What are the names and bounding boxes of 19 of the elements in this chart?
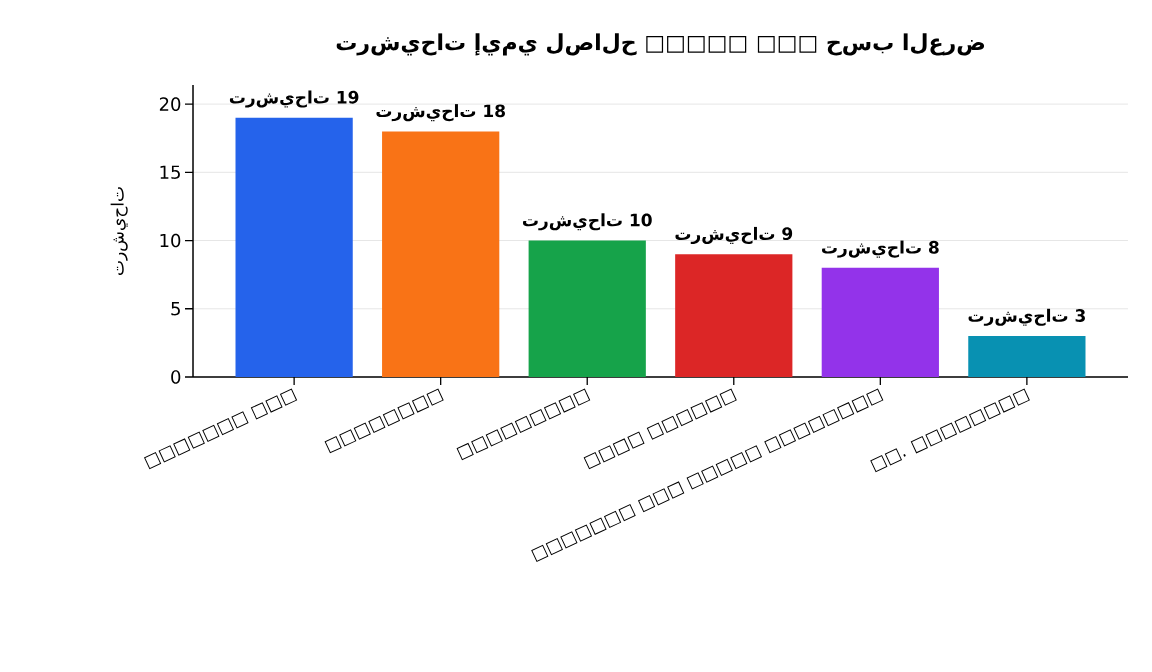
chart-title: ترشيحات إيمي لصالح □□□□□ □□□ حسب العرض	[336, 33, 985, 56]
data-label: ترشيحات 19	[229, 90, 359, 108]
bar	[382, 131, 500, 377]
bar	[528, 240, 646, 377]
data-label: ترشيحات 18	[376, 104, 505, 122]
data-label: ترشيحات 10	[522, 213, 652, 231]
bar	[235, 117, 353, 377]
bar	[675, 254, 793, 377]
data-label: ترشيحات 8	[822, 240, 939, 258]
y-axis-title: ترشيحات	[110, 187, 128, 275]
y-tick-label: 20	[159, 97, 181, 111]
bar	[821, 267, 939, 377]
y-tick-label: 5	[171, 302, 180, 316]
y-tick-label: 10	[160, 233, 181, 248]
y-tick-label: 0	[171, 370, 181, 384]
y-tick-label: 15	[160, 165, 180, 179]
data-label: ترشيحات 3	[968, 308, 1085, 326]
bar	[968, 336, 1086, 377]
data-label: ترشيحات 9	[675, 226, 793, 244]
